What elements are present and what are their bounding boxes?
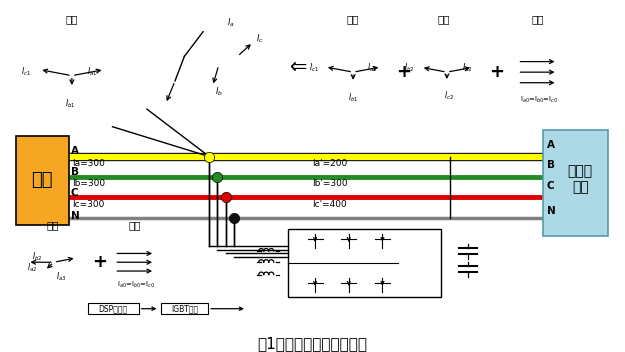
Text: C: C: [71, 188, 78, 198]
Text: Ic=300: Ic=300: [72, 200, 104, 209]
Text: Ia'=200: Ia'=200: [312, 159, 348, 168]
Bar: [161, 303, 208, 314]
Text: I$_{a2}$: I$_{a2}$: [28, 261, 38, 274]
Text: C: C: [547, 181, 554, 191]
Text: I$_a$: I$_a$: [228, 17, 235, 29]
Text: Ib=300: Ib=300: [72, 179, 105, 188]
Text: 负序: 负序: [438, 14, 450, 24]
Text: 电网: 电网: [31, 171, 53, 189]
Text: B: B: [547, 161, 555, 170]
Text: I$_{a1}$: I$_{a1}$: [367, 62, 377, 74]
Text: +: +: [489, 63, 504, 81]
Text: +: +: [396, 63, 411, 81]
Text: 负序: 负序: [47, 220, 59, 230]
FancyBboxPatch shape: [542, 130, 608, 236]
Text: 零序: 零序: [128, 220, 141, 230]
Text: I$_{a3}$: I$_{a3}$: [56, 270, 66, 283]
Text: DSP控制器: DSP控制器: [99, 304, 127, 313]
Point: [221, 194, 231, 200]
Text: I$_{b1}$: I$_{b1}$: [348, 91, 358, 104]
Text: I$_{a2}$: I$_{a2}$: [462, 62, 472, 74]
Bar: [288, 229, 441, 297]
Point: [213, 174, 222, 180]
Text: I$_{b1}$: I$_{b1}$: [65, 98, 75, 110]
Text: I$_{c1}$: I$_{c1}$: [309, 62, 319, 74]
Text: Ib'=300: Ib'=300: [312, 179, 348, 188]
Text: I$_{c1}$: I$_{c1}$: [21, 65, 31, 78]
Text: N: N: [71, 211, 79, 221]
Text: I$_{c2}$: I$_{c2}$: [444, 90, 454, 102]
Text: 不平衡
负载: 不平衡 负载: [568, 164, 593, 195]
Text: 正序: 正序: [66, 14, 78, 24]
Text: I$_{b2}$: I$_{b2}$: [404, 62, 414, 74]
Point: [204, 154, 214, 159]
Text: N: N: [547, 206, 556, 216]
Text: A: A: [71, 146, 79, 156]
Text: I$_{a0}$=I$_{b0}$=I$_{c0}$: I$_{a0}$=I$_{b0}$=I$_{c0}$: [117, 279, 156, 289]
Text: Ia=300: Ia=300: [72, 159, 105, 168]
Text: I$_{a0}$=I$_{b0}$=I$_{c0}$: I$_{a0}$=I$_{b0}$=I$_{c0}$: [519, 95, 558, 105]
Text: I$_b$: I$_b$: [215, 85, 222, 98]
Point: [229, 215, 239, 220]
Text: Ic'=400: Ic'=400: [312, 200, 348, 209]
Text: B: B: [71, 168, 79, 177]
Text: 图1三相不平衡补偿原理图: 图1三相不平衡补偿原理图: [258, 336, 368, 351]
Text: I$_{b2}$: I$_{b2}$: [32, 250, 43, 263]
Text: I$_{a1}$: I$_{a1}$: [87, 65, 97, 78]
Text: I$_c$: I$_c$: [256, 32, 263, 45]
Text: 零序: 零序: [531, 14, 544, 24]
FancyBboxPatch shape: [16, 136, 69, 225]
Text: 正序: 正序: [347, 14, 359, 24]
Text: ⇐: ⇐: [290, 57, 308, 77]
Text: IGBT驱动: IGBT驱动: [171, 304, 198, 313]
Bar: [88, 303, 139, 314]
Text: A: A: [547, 140, 555, 150]
Text: +: +: [92, 253, 108, 271]
